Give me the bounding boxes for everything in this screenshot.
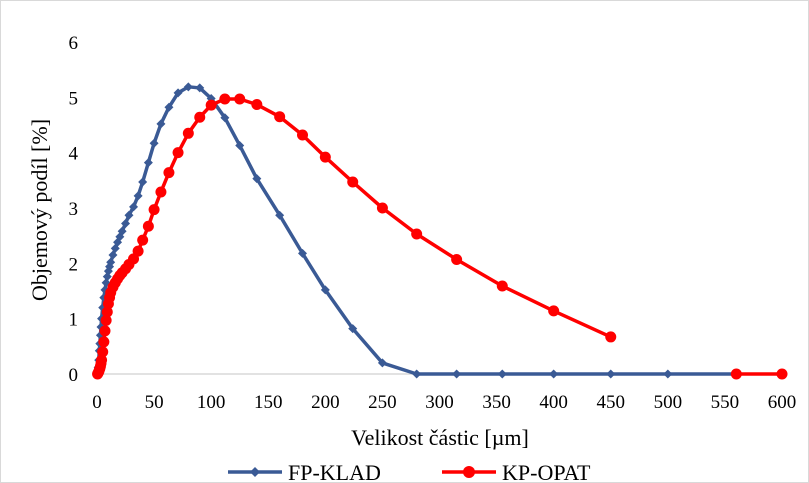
- data-point: [96, 354, 108, 366]
- x-tick-label: 150: [254, 392, 283, 413]
- data-point: [274, 111, 286, 123]
- data-point: [129, 202, 139, 212]
- x-tick-label: 250: [368, 392, 397, 413]
- y-tick-label: 3: [69, 199, 79, 220]
- legend-swatch-marker: [250, 467, 260, 477]
- y-tick-label: 2: [69, 254, 79, 275]
- x-tick-label: 0: [92, 392, 102, 413]
- series-1: [92, 93, 617, 380]
- x-tick-label: 300: [425, 392, 454, 413]
- data-point: [548, 305, 560, 317]
- data-point: [235, 140, 245, 150]
- data-point: [99, 325, 111, 337]
- data-point: [347, 176, 359, 188]
- data-point: [195, 83, 205, 93]
- data-point: [156, 119, 166, 129]
- data-point: [497, 369, 507, 379]
- data-point: [275, 210, 285, 220]
- data-point: [605, 331, 617, 343]
- x-tick-label: 350: [482, 392, 511, 413]
- x-tick-label: 400: [539, 392, 568, 413]
- x-tick-label: 550: [711, 392, 740, 413]
- x-tick-label: 500: [654, 392, 683, 413]
- x-tick-label: 450: [597, 392, 626, 413]
- y-axis-title: Objemový podíl [%]: [27, 119, 52, 301]
- data-point: [98, 336, 110, 348]
- data-point: [251, 99, 263, 111]
- data-point: [138, 177, 148, 187]
- legend: FP-KLAD KP-OPAT: [228, 460, 591, 483]
- data-point: [205, 99, 217, 111]
- series-2: [730, 368, 788, 380]
- data-point: [412, 369, 422, 379]
- data-point: [194, 111, 206, 123]
- y-tick-label: 5: [69, 88, 79, 109]
- y-tick-label: 6: [69, 33, 79, 54]
- x-tick-label: 100: [197, 392, 226, 413]
- data-point: [137, 234, 149, 246]
- y-tick-label: 1: [69, 310, 79, 331]
- data-point: [106, 257, 116, 267]
- data-point: [173, 88, 183, 98]
- data-point: [252, 174, 262, 184]
- data-point: [348, 324, 358, 334]
- data-point: [132, 245, 144, 257]
- data-point: [663, 369, 673, 379]
- y-tick-label: 4: [69, 144, 79, 165]
- data-point: [730, 368, 742, 380]
- data-point: [377, 358, 387, 368]
- data-point: [606, 369, 616, 379]
- data-point: [142, 220, 154, 232]
- data-point: [452, 369, 462, 379]
- data-point: [451, 253, 463, 265]
- plot-area: [92, 82, 788, 380]
- legend-swatch-marker: [463, 466, 475, 478]
- data-point: [124, 210, 134, 220]
- data-point: [776, 368, 788, 380]
- data-point: [320, 285, 330, 295]
- data-point: [133, 191, 143, 201]
- x-tick-label: 50: [145, 392, 164, 413]
- data-point: [117, 226, 127, 236]
- y-tick-label: 0: [69, 365, 79, 386]
- data-point: [100, 314, 112, 326]
- y-axis-ticks: 0 1 2 3 4 5 6: [69, 33, 79, 386]
- data-point: [97, 346, 109, 358]
- data-point: [298, 248, 307, 258]
- data-point: [496, 280, 508, 292]
- data-point: [183, 82, 193, 92]
- data-point: [101, 306, 113, 318]
- data-point: [182, 127, 194, 139]
- x-tick-label: 600: [768, 392, 797, 413]
- data-point: [172, 147, 184, 159]
- data-point: [121, 218, 131, 228]
- x-axis-title: Velikost částic [µm]: [351, 425, 529, 450]
- data-point: [220, 113, 230, 123]
- legend-item-fp-klad: FP-KLAD: [228, 460, 381, 483]
- data-point: [319, 151, 331, 163]
- data-point: [155, 186, 167, 198]
- data-point: [163, 167, 175, 179]
- data-point: [143, 158, 153, 168]
- data-point: [148, 204, 160, 216]
- data-point: [376, 202, 388, 214]
- legend-label: FP-KLAD: [288, 460, 381, 483]
- legend-label: KP-OPAT: [502, 460, 591, 483]
- data-point: [549, 369, 559, 379]
- data-point: [149, 138, 159, 148]
- x-axis-ticks: 0 50 100 150 200 250 300 350 400 450 500 550 600: [92, 392, 796, 413]
- data-point: [411, 228, 423, 240]
- data-point: [164, 102, 174, 112]
- data-point: [297, 129, 308, 141]
- data-point: [219, 93, 231, 105]
- x-tick-label: 200: [311, 392, 340, 413]
- data-point: [234, 93, 246, 105]
- legend-item-kp-opat: KP-OPAT: [442, 460, 591, 483]
